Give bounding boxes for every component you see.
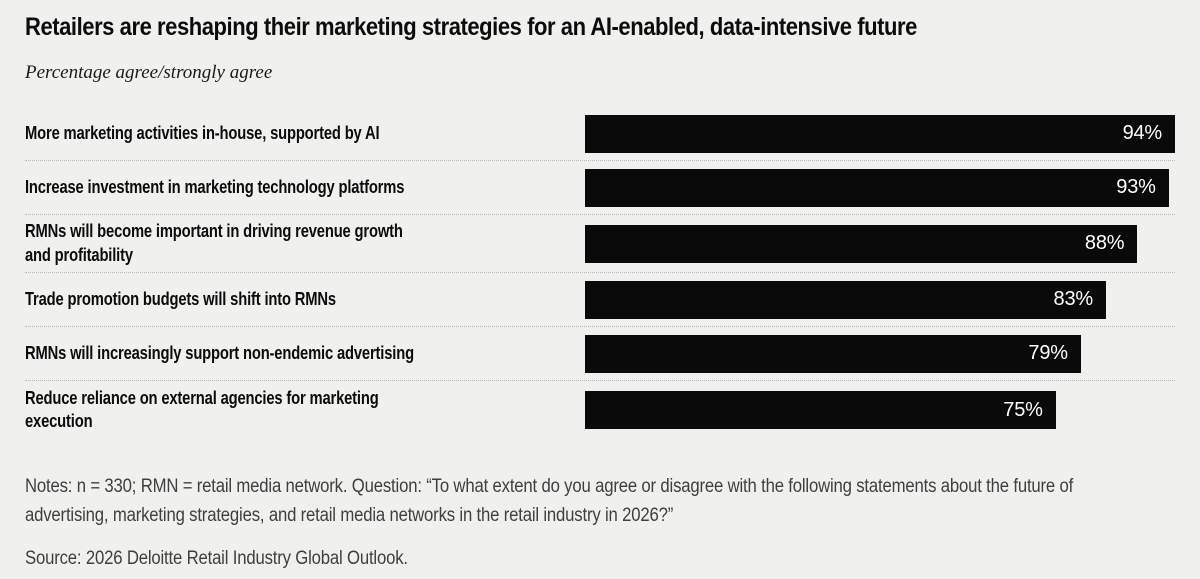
bar-value: 88% bbox=[1084, 232, 1125, 254]
bar-label-text: RMNs will become important in driving re… bbox=[25, 221, 403, 265]
bar-value: 79% bbox=[1028, 342, 1068, 364]
bar: 93% bbox=[585, 168, 1169, 207]
chart-source: Source: 2026 Deloitte Retail Industry Gl… bbox=[25, 546, 1175, 573]
bar: 88% bbox=[585, 224, 1138, 263]
bar-chart: More marketing activities in-house, supp… bbox=[25, 107, 1175, 439]
chart-notes-text: Notes: n = 330; RMN = retail media netwo… bbox=[25, 476, 1074, 527]
bar-label: Reduce reliance on external agencies for… bbox=[25, 387, 585, 434]
bar-area: 75% bbox=[585, 391, 1175, 429]
chart-notes: Notes: n = 330; RMN = retail media netwo… bbox=[25, 472, 1175, 531]
bar-label: Trade promotion budgets will shift into … bbox=[25, 288, 585, 311]
chart-row: RMNs will become important in driving re… bbox=[25, 215, 1175, 273]
chart-row: RMNs will increasingly support non-endem… bbox=[25, 327, 1175, 381]
bar-value: 94% bbox=[1122, 122, 1163, 144]
bar-area: 88% bbox=[585, 224, 1175, 263]
bar-label: RMNs will increasingly support non-endem… bbox=[25, 342, 585, 365]
bar-area: 79% bbox=[585, 334, 1175, 373]
chart-row: Reduce reliance on external agencies for… bbox=[25, 381, 1175, 439]
bar-label-text: Trade promotion budgets will shift into … bbox=[25, 288, 336, 309]
bar: 79% bbox=[585, 334, 1081, 373]
bar-label-text: Increase investment in marketing technol… bbox=[25, 176, 405, 197]
bar-value: 75% bbox=[1003, 398, 1043, 421]
bar-label: RMNs will become important in driving re… bbox=[25, 220, 585, 267]
chart-title: Retailers are reshaping their marketing … bbox=[25, 13, 1175, 43]
bar-label-text: More marketing activities in-house, supp… bbox=[25, 122, 380, 143]
bar: 75% bbox=[585, 391, 1056, 429]
chart-row: Increase investment in marketing technol… bbox=[25, 161, 1175, 215]
chart-row: Trade promotion budgets will shift into … bbox=[25, 273, 1175, 327]
chart-subtitle: Percentage agree/strongly agree bbox=[25, 62, 273, 83]
bar: 83% bbox=[585, 280, 1106, 319]
bar-area: 93% bbox=[585, 168, 1175, 207]
bar-area: 94% bbox=[585, 114, 1175, 153]
bar-label-text: RMNs will increasingly support non-endem… bbox=[25, 342, 414, 363]
bar: 94% bbox=[585, 114, 1175, 153]
bar-value: 93% bbox=[1116, 176, 1156, 198]
bar-value: 83% bbox=[1053, 288, 1094, 310]
bar-label: Increase investment in marketing technol… bbox=[25, 176, 585, 199]
bar-label: More marketing activities in-house, supp… bbox=[25, 122, 585, 145]
bar-area: 83% bbox=[585, 280, 1175, 319]
bar-label-text: Reduce reliance on external agencies for… bbox=[25, 387, 379, 431]
chart-title-text: Retailers are reshaping their marketing … bbox=[25, 13, 917, 41]
chart-row: More marketing activities in-house, supp… bbox=[25, 107, 1175, 161]
chart-source-text: Source: 2026 Deloitte Retail Industry Gl… bbox=[25, 547, 408, 569]
